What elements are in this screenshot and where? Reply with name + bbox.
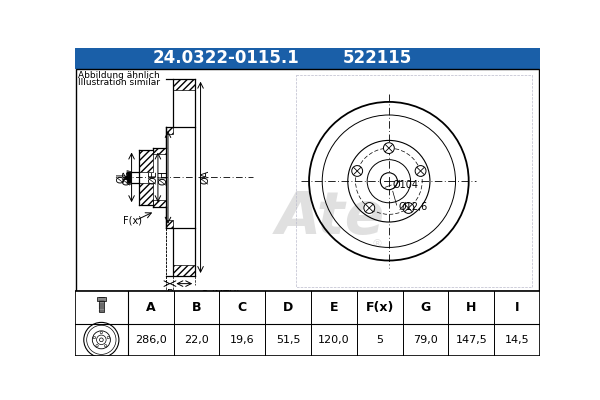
Bar	[166, 220, 173, 228]
Text: C: C	[238, 301, 247, 314]
Text: D: D	[166, 302, 174, 312]
Circle shape	[415, 166, 426, 176]
Bar	[99, 297, 104, 312]
Text: F(x): F(x)	[123, 216, 142, 226]
Circle shape	[107, 336, 110, 339]
Text: ØE: ØE	[148, 170, 158, 184]
Text: Illustration similar: Illustration similar	[78, 78, 160, 87]
Bar	[166, 126, 173, 134]
Bar	[97, 297, 106, 300]
Bar	[296, 75, 532, 287]
Text: C (MTH): C (MTH)	[202, 289, 241, 299]
Text: E: E	[329, 301, 338, 314]
Text: 24.0322-0115.1: 24.0322-0115.1	[153, 49, 299, 67]
Circle shape	[403, 203, 414, 213]
Text: 522115: 522115	[343, 49, 412, 67]
Text: Ate: Ate	[276, 189, 385, 246]
Bar	[152, 200, 166, 207]
Text: 286,0: 286,0	[135, 335, 166, 345]
Text: G: G	[421, 301, 431, 314]
Text: Ø12,6: Ø12,6	[398, 202, 427, 212]
Text: 5: 5	[376, 335, 383, 345]
Bar	[152, 148, 166, 154]
Text: ØG: ØG	[122, 170, 132, 185]
Circle shape	[100, 331, 103, 334]
Text: B: B	[167, 289, 173, 299]
Bar	[173, 265, 195, 276]
Circle shape	[93, 336, 95, 339]
Text: 79,0: 79,0	[413, 335, 438, 345]
Text: ®: ®	[372, 239, 383, 249]
Circle shape	[96, 344, 98, 347]
Bar	[139, 183, 152, 205]
Text: Ø104: Ø104	[393, 180, 419, 190]
Circle shape	[104, 344, 107, 347]
Text: I: I	[515, 301, 520, 314]
Text: B: B	[191, 301, 201, 314]
Bar	[173, 79, 195, 90]
Bar	[75, 68, 540, 290]
Text: 22,0: 22,0	[184, 335, 209, 345]
Text: 147,5: 147,5	[455, 335, 487, 345]
Text: 19,6: 19,6	[230, 335, 254, 345]
Text: D: D	[283, 301, 293, 314]
Circle shape	[364, 203, 375, 213]
Text: F(x): F(x)	[365, 301, 394, 314]
Bar	[139, 150, 152, 172]
Text: ØA: ØA	[200, 170, 210, 184]
Bar	[76, 69, 539, 290]
Text: 120,0: 120,0	[318, 335, 350, 345]
Bar	[75, 48, 540, 68]
Text: H: H	[466, 301, 476, 314]
Text: Abbildung ähnlich: Abbildung ähnlich	[78, 71, 160, 80]
Text: ØH: ØH	[158, 170, 169, 185]
Circle shape	[100, 338, 103, 342]
Text: A: A	[146, 301, 155, 314]
Circle shape	[352, 166, 362, 176]
Bar	[75, 291, 540, 356]
Text: 14,5: 14,5	[505, 335, 529, 345]
Circle shape	[383, 143, 394, 154]
Circle shape	[380, 173, 397, 190]
Text: ØI: ØI	[116, 172, 127, 183]
Text: 51,5: 51,5	[276, 335, 300, 345]
